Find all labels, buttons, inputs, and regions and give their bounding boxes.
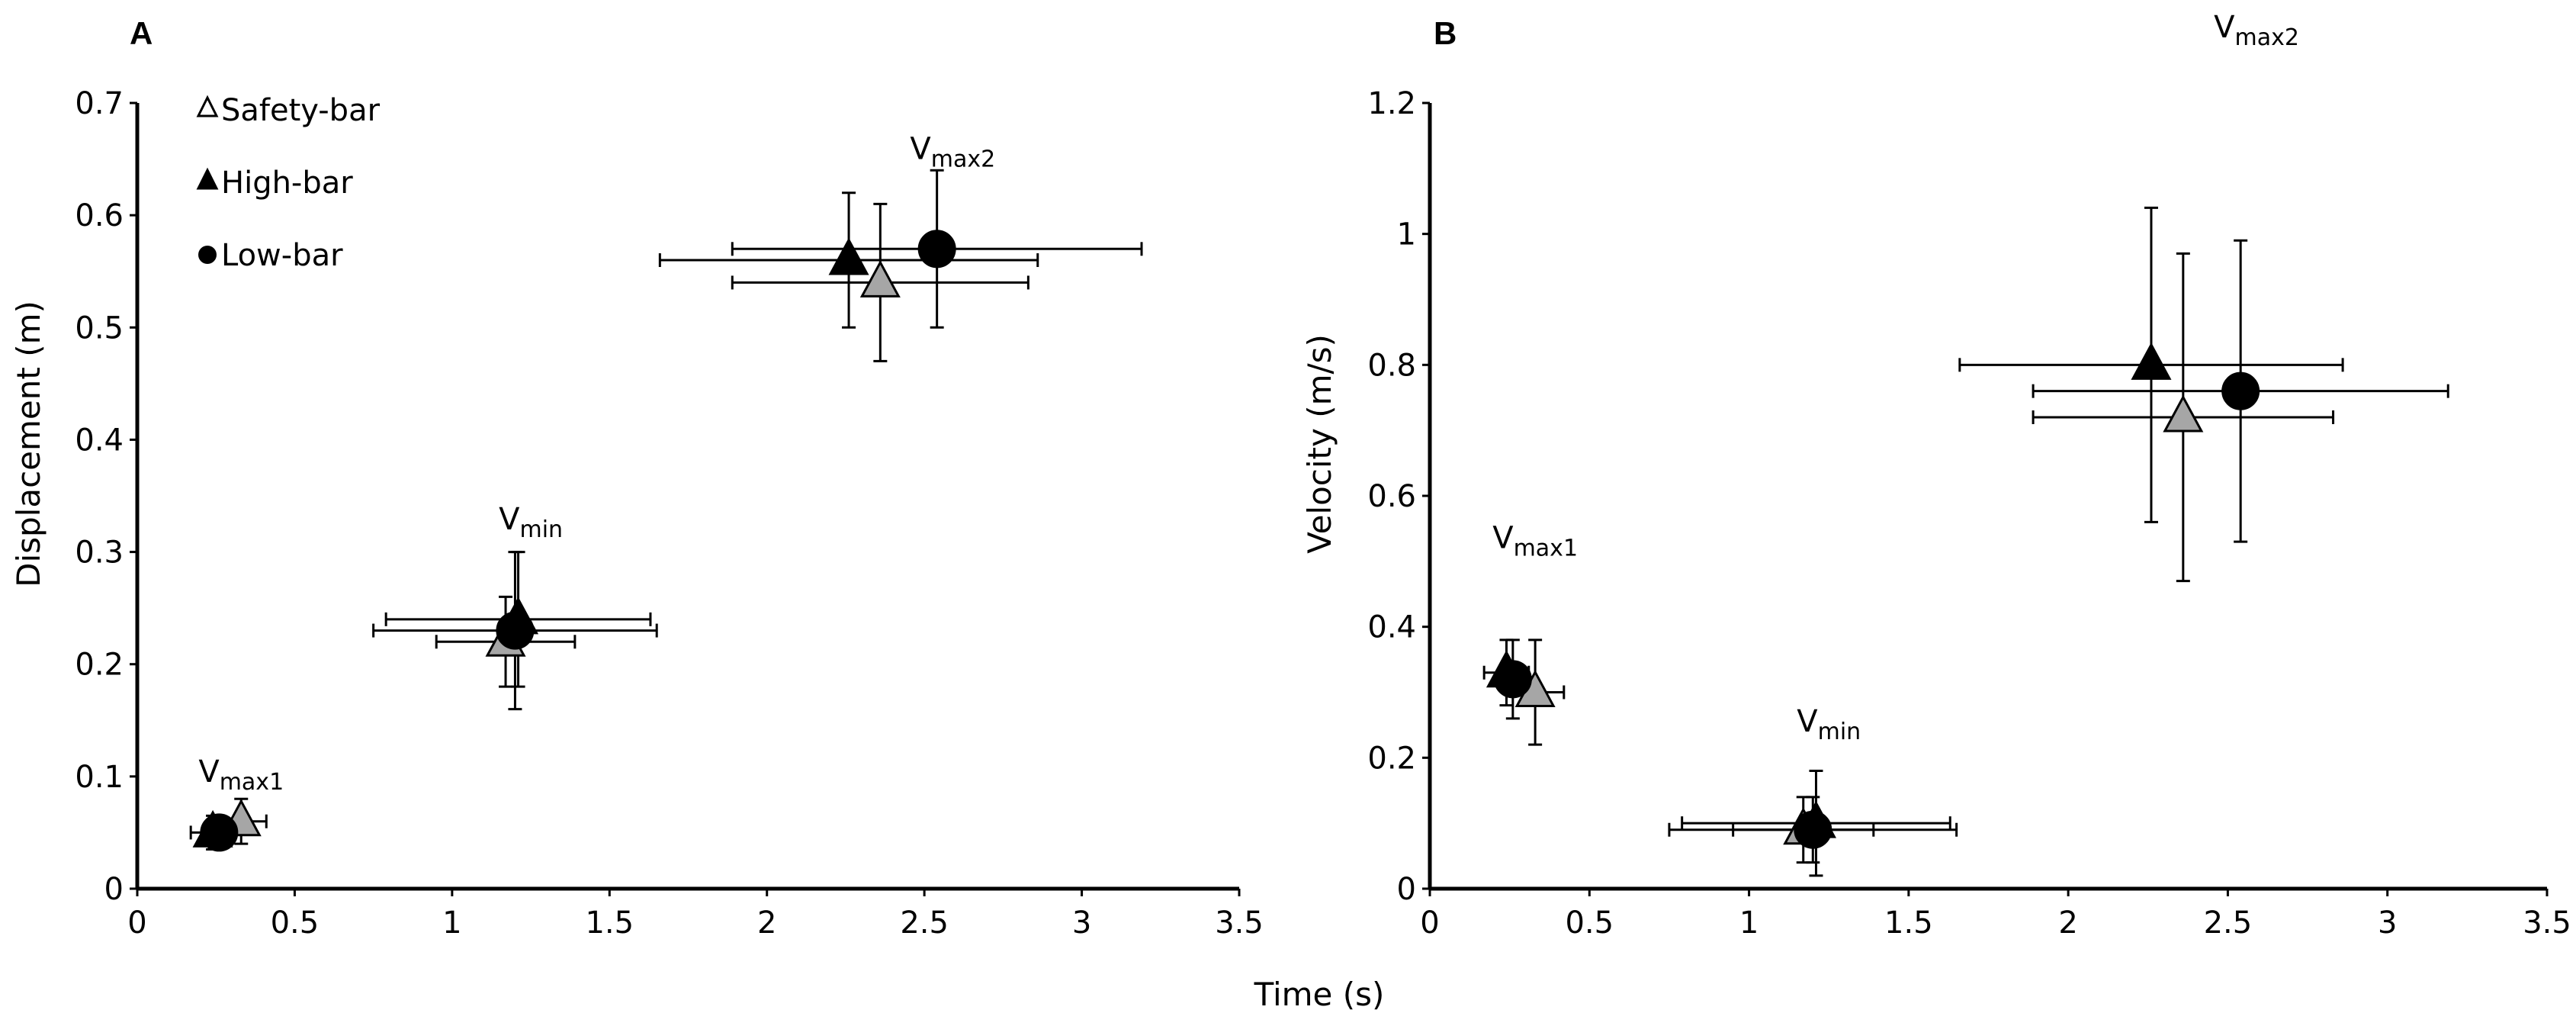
legend-marker-high-bar <box>196 167 219 190</box>
annotation-max2: Vmax2 <box>2214 10 2299 51</box>
legend-label-high-bar: High-bar <box>221 166 353 201</box>
x-axis-label: Time (s) <box>1254 976 1385 1013</box>
legend-item-safety-bar: Safety-bar <box>196 93 381 128</box>
legend-marker-safety-bar <box>196 95 219 117</box>
x-tick-label: 3 <box>2378 905 2397 941</box>
y-tick-label: 0.7 <box>75 86 124 121</box>
panel-a: A 0 0.5 1 1.5 2 2.5 3 3.5 0 0.1 0.2 0.3 0.4 0.5 0.6 0.7… <box>10 15 1264 941</box>
annotation-min: Vmin <box>499 502 563 543</box>
panel-a-axes <box>135 103 1239 891</box>
annotation-min: Vmin <box>1797 704 1861 745</box>
panel-b-y-axis-label: Velocity (m/s) <box>1301 334 1338 554</box>
x-tick-label: 3.5 <box>1215 905 1264 941</box>
y-tick-label: 0.6 <box>75 198 124 233</box>
high-bar-point <box>2131 342 2172 380</box>
legend-label-safety-bar: Safety-bar <box>221 93 381 128</box>
x-tick-label: 0 <box>1420 905 1439 941</box>
y-tick-label: 0.2 <box>1367 741 1416 776</box>
y-tick-label: 1.2 <box>1367 86 1416 121</box>
annotation-max1: Vmax1 <box>198 754 284 796</box>
x-tick-label: 2 <box>2058 905 2077 941</box>
low-bar-point <box>2221 371 2260 410</box>
y-tick-label: 0 <box>1397 872 1416 907</box>
panel-a-y-axis-label: Displacement (m) <box>10 301 47 587</box>
low-bar-point <box>1493 660 1532 699</box>
y-tick-label: 1 <box>1397 217 1416 252</box>
legend-marker-low-bar <box>198 246 217 264</box>
x-tick-label: 0.5 <box>1565 905 1614 941</box>
x-tick-label: 1 <box>1739 905 1759 941</box>
y-tick-label: 0.4 <box>75 423 124 458</box>
legend-item-low-bar: Low-bar <box>198 238 343 273</box>
x-tick-label: 1.5 <box>585 905 634 941</box>
x-tick-label: 1.5 <box>1884 905 1933 941</box>
y-tick-label: 0.8 <box>1367 348 1416 383</box>
x-tick-label: 0.5 <box>271 905 320 941</box>
y-tick-label: 0.3 <box>75 536 124 571</box>
low-bar-point <box>917 230 956 269</box>
y-tick-label: 0.2 <box>75 648 124 683</box>
x-tick-label: 0 <box>127 905 146 941</box>
legend-label-low-bar: Low-bar <box>221 238 343 273</box>
y-tick-label: 0 <box>104 872 124 907</box>
x-tick-label: 1 <box>442 905 461 941</box>
x-tick-label: 2.5 <box>900 905 949 941</box>
annotation-max2: Vmax2 <box>910 132 995 173</box>
x-tick-label: 3 <box>1072 905 1091 941</box>
low-bar-point <box>496 611 535 650</box>
y-tick-label: 0.1 <box>75 760 124 795</box>
legend: Safety-bar High-bar Low-bar <box>196 93 381 273</box>
y-tick-label: 0.5 <box>75 310 124 346</box>
safety-bar-point <box>2163 394 2204 433</box>
legend-item-high-bar: High-bar <box>196 166 353 201</box>
panel-b-letter: B <box>1434 15 1457 51</box>
x-tick-label: 3.5 <box>2523 905 2571 941</box>
annotation-max1: Vmax1 <box>1492 521 1578 562</box>
panel-b: B 0 0.5 1 1.5 2 2.5 3 3.5 0 0.2 0.4 0.6 0.8 1 1.2 Vmax… <box>1301 10 2571 941</box>
y-tick-label: 0.4 <box>1367 610 1416 645</box>
x-tick-label: 2 <box>757 905 776 941</box>
y-tick-label: 0.6 <box>1367 479 1416 514</box>
panel-a-letter: A <box>130 15 153 51</box>
high-bar-point <box>828 237 869 275</box>
low-bar-point <box>1794 810 1832 849</box>
low-bar-point <box>200 813 239 852</box>
safety-bar-point <box>859 259 901 298</box>
x-tick-label: 2.5 <box>2204 905 2253 941</box>
